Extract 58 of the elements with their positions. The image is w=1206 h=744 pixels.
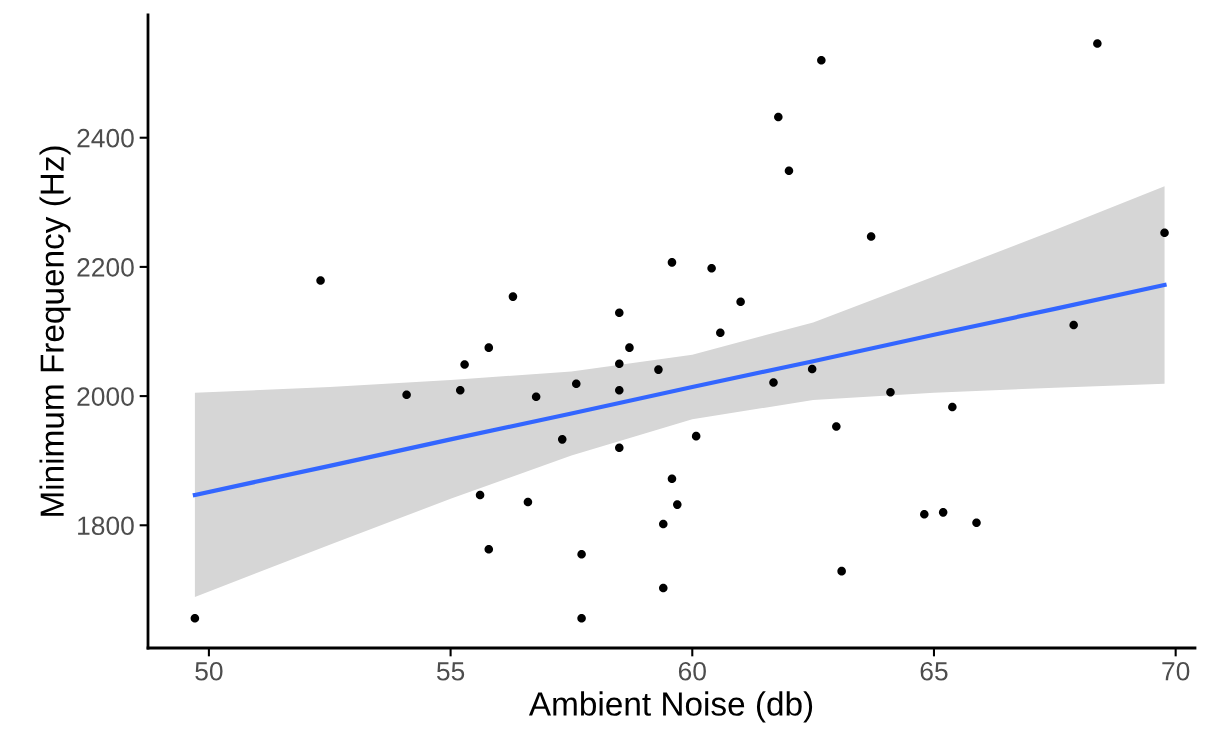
point xyxy=(659,583,668,593)
y-tick-label: 2400 xyxy=(77,128,134,148)
line-series xyxy=(192,282,1167,498)
point xyxy=(784,166,794,175)
point xyxy=(615,386,624,395)
point xyxy=(531,392,541,402)
x-axis-title: Ambient Noise (db) xyxy=(528,691,813,723)
point xyxy=(484,544,494,554)
point xyxy=(886,387,895,397)
point xyxy=(1093,39,1102,48)
point xyxy=(659,519,668,529)
point xyxy=(832,422,841,431)
point xyxy=(557,435,567,444)
point xyxy=(1069,320,1078,330)
point xyxy=(938,508,948,517)
point xyxy=(673,500,682,509)
point xyxy=(523,497,533,507)
point xyxy=(707,263,716,273)
y-tick-label: 1800 xyxy=(78,516,134,536)
point xyxy=(807,364,817,374)
y-tick-label: 2200 xyxy=(77,258,134,277)
point xyxy=(615,359,624,369)
point xyxy=(571,379,581,389)
point xyxy=(577,550,586,559)
point xyxy=(667,258,677,267)
point xyxy=(1160,228,1169,237)
point xyxy=(625,343,634,352)
point xyxy=(455,386,465,395)
point xyxy=(866,232,876,241)
point xyxy=(577,614,586,623)
point xyxy=(460,360,469,369)
point xyxy=(615,443,624,453)
point xyxy=(837,566,846,576)
point xyxy=(508,292,518,301)
point xyxy=(920,510,929,519)
point xyxy=(316,276,325,285)
point xyxy=(402,390,411,400)
y-tick-label: 2000 xyxy=(77,387,134,406)
point xyxy=(654,365,663,374)
x-tick-label: 50 xyxy=(195,661,223,681)
point xyxy=(190,614,200,623)
point xyxy=(667,474,677,484)
x-tick-label: 70 xyxy=(1162,661,1190,681)
point xyxy=(691,431,701,441)
point xyxy=(484,343,494,352)
x-tick-label: 65 xyxy=(920,661,948,681)
point xyxy=(769,378,778,387)
x-tick-label: 55 xyxy=(436,662,465,681)
x-tick-label: 60 xyxy=(678,661,706,681)
point xyxy=(774,112,783,122)
point xyxy=(615,308,624,318)
point xyxy=(817,55,826,65)
point xyxy=(736,297,745,307)
point xyxy=(948,402,957,412)
point xyxy=(972,518,981,527)
point xyxy=(716,328,725,338)
point xyxy=(475,490,485,500)
y-axis-title: Minimum Frequency (Hz) xyxy=(39,146,71,516)
